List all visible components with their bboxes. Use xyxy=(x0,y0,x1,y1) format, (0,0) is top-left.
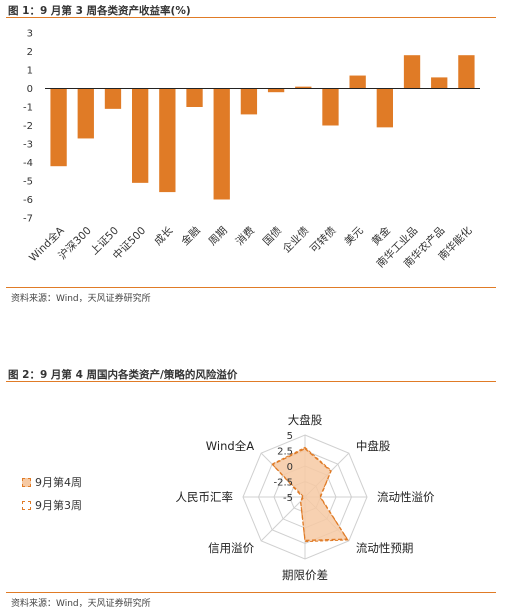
bar xyxy=(267,88,285,93)
y-tick-label: 3 xyxy=(27,29,33,40)
x-tick-label: 可转债 xyxy=(307,224,338,255)
legend-swatch-week3 xyxy=(22,501,31,510)
radar-axis-label: 大盘股 xyxy=(288,413,323,427)
legend-item-week3: 9月第3周 xyxy=(22,497,82,513)
y-tick-label: 1 xyxy=(27,66,33,77)
y-tick-label: -3 xyxy=(23,140,33,151)
figure2-source: 资料来源：Wind，天风证券研究所 xyxy=(11,599,151,609)
figure1-title: 图 1：9 月第 3 周各类资产收益率(%) xyxy=(8,5,191,17)
y-tick-label: -2 xyxy=(23,121,33,132)
figure2-title: 图 2：9 月第 4 周国内各类资产/策略的风险溢价 xyxy=(8,369,238,381)
radar-axis-label: 期限价差 xyxy=(282,568,328,582)
radar-tick-label: 0 xyxy=(287,462,293,473)
x-tick-label: 周期 xyxy=(207,225,230,248)
bar xyxy=(349,75,366,89)
bar xyxy=(431,77,448,89)
radar-axis-label: 人民币汇率 xyxy=(176,490,234,504)
radar-axis-label: 流动性预期 xyxy=(356,541,414,555)
legend-item-week4: 9月第4周 xyxy=(22,474,82,490)
bar xyxy=(376,88,393,128)
radar-tick-label: 2.5 xyxy=(277,447,293,458)
radar-spoke xyxy=(260,496,306,542)
figure2-bottom-rule xyxy=(6,592,496,593)
radar-axis-label: 流动性溢价 xyxy=(377,490,435,504)
y-tick-label: -7 xyxy=(23,214,33,225)
series-week4-area xyxy=(271,446,349,543)
bar xyxy=(240,88,258,115)
radar-tick-label: -2.5 xyxy=(273,478,293,489)
radar-axis-label: 信用溢价 xyxy=(208,541,254,555)
bar xyxy=(50,88,67,167)
y-tick-label: -5 xyxy=(23,177,33,188)
figure2-top-rule xyxy=(6,381,496,382)
x-tick-label: 金融 xyxy=(179,224,203,248)
x-tick-label: 美元 xyxy=(342,224,366,248)
y-tick-label: 2 xyxy=(27,47,33,58)
x-tick-label: 企业债 xyxy=(280,224,311,255)
legend-swatch-week4 xyxy=(22,478,31,487)
x-tick-label: 国债 xyxy=(260,224,284,248)
radar-tick-label: 5 xyxy=(287,431,293,442)
legend-label-week4: 9月第4周 xyxy=(35,476,82,489)
bar xyxy=(77,88,94,139)
radar-axis-label: Wind全A xyxy=(206,439,254,453)
figure1-source: 资料来源：Wind，天风证券研究所 xyxy=(11,294,151,304)
bar xyxy=(132,88,149,183)
x-tick-label: 黄金 xyxy=(369,224,393,248)
bar xyxy=(458,55,475,89)
y-tick-label: -1 xyxy=(23,103,33,114)
bar xyxy=(403,55,421,89)
y-tick-label: -4 xyxy=(23,158,33,169)
bar xyxy=(159,88,176,193)
figure1-top-rule xyxy=(6,17,496,18)
bar xyxy=(186,88,203,107)
bar xyxy=(322,88,339,126)
radar-axis-label: 中盘股 xyxy=(356,439,391,453)
radar-tick-label: -5 xyxy=(283,493,293,504)
legend-label-week3: 9月第3周 xyxy=(35,499,82,512)
figure1-bottom-rule xyxy=(6,287,496,288)
x-tick-label: 成长 xyxy=(152,224,176,248)
y-tick-label: -6 xyxy=(23,195,33,206)
x-tick-label: 消费 xyxy=(233,224,257,248)
bar xyxy=(295,86,312,89)
bar xyxy=(104,88,122,109)
series-week3-line xyxy=(271,447,349,542)
y-tick-label: 0 xyxy=(27,84,33,95)
bar xyxy=(213,88,230,200)
